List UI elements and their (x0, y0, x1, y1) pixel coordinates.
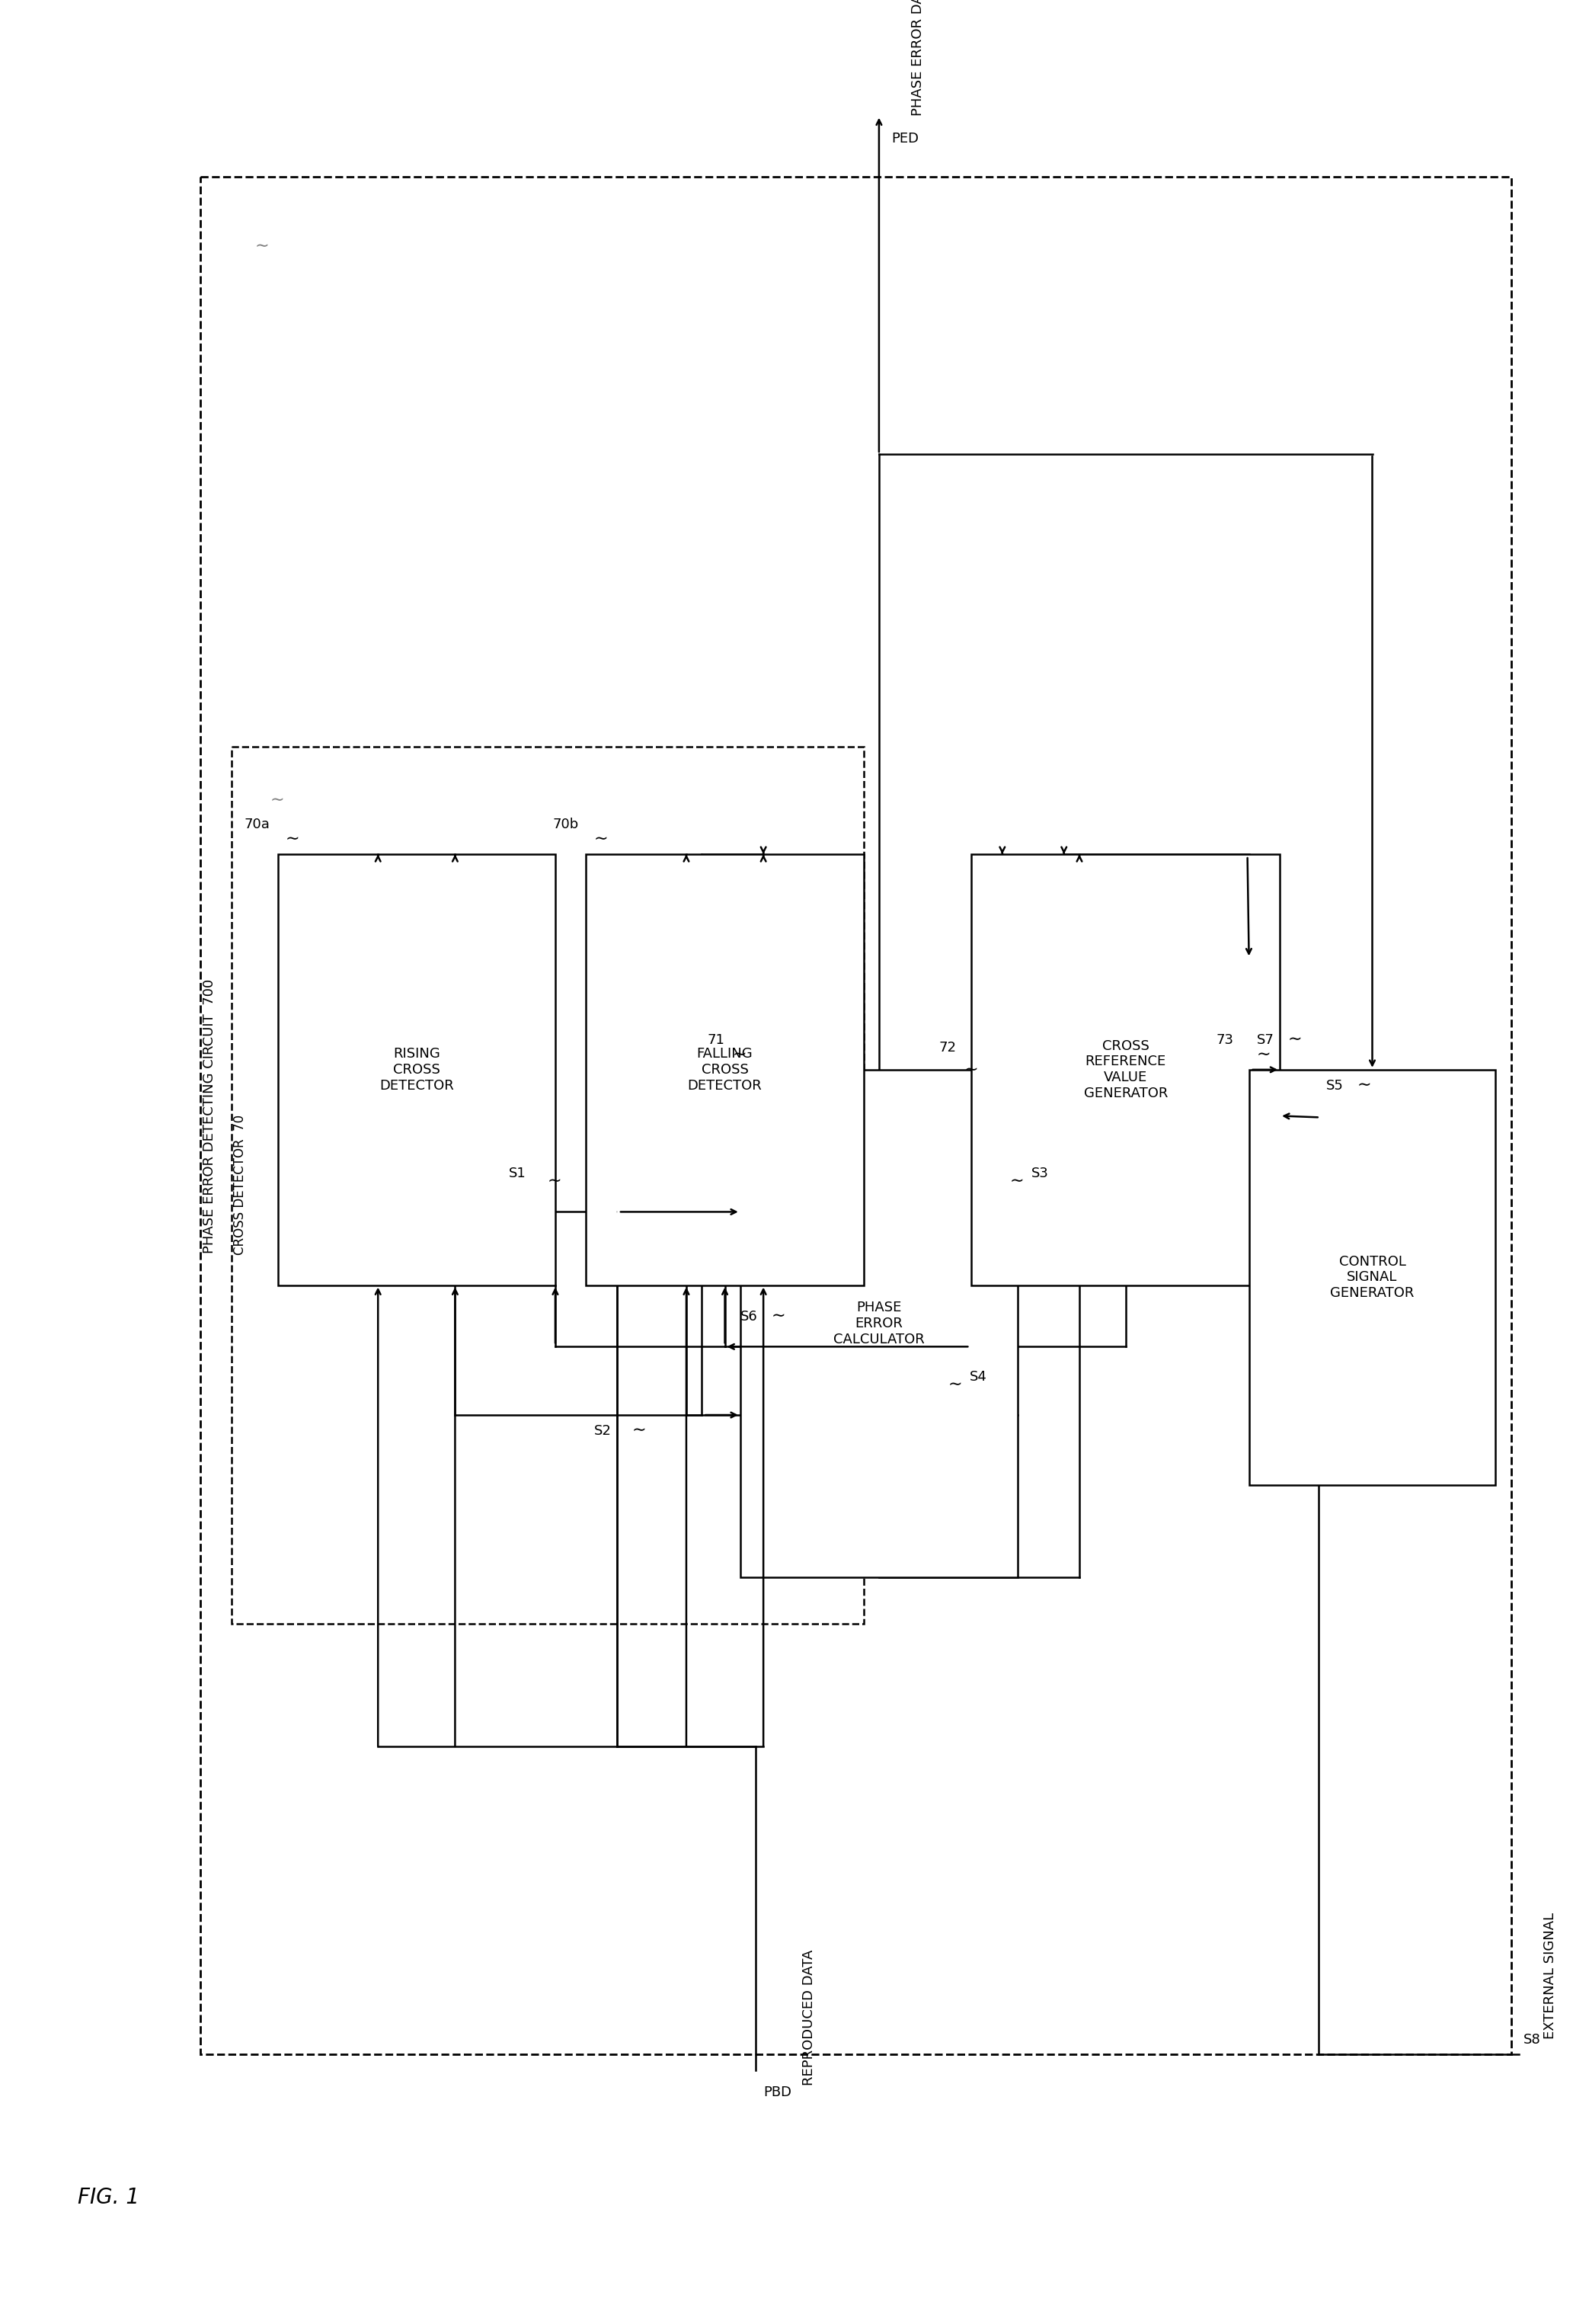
Bar (741, 1069, 1018, 1578)
Text: 71: 71 (708, 1032, 725, 1046)
Text: CROSS DETECTOR  70: CROSS DETECTOR 70 (233, 1116, 247, 1255)
Text: S4: S4 (969, 1369, 986, 1383)
Text: PBD: PBD (763, 2085, 791, 2099)
Text: ∼: ∼ (632, 1422, 647, 1439)
Text: ∼: ∼ (964, 1062, 978, 1078)
Text: ∼: ∼ (271, 792, 285, 809)
Text: ∼: ∼ (547, 1174, 562, 1188)
Text: 73: 73 (1216, 1032, 1233, 1046)
Text: S2: S2 (593, 1425, 612, 1439)
Text: ∼: ∼ (1287, 1032, 1302, 1046)
Text: ∼: ∼ (733, 1046, 747, 1062)
Text: ∼: ∼ (771, 1308, 785, 1325)
Bar (201, 177, 1512, 2054)
Text: PED: PED (892, 132, 919, 146)
Text: S5: S5 (1326, 1078, 1343, 1092)
Text: S8: S8 (1523, 2034, 1540, 2047)
Bar (278, 855, 555, 1285)
Text: ∼: ∼ (1357, 1078, 1372, 1092)
Text: S6: S6 (741, 1311, 758, 1325)
Text: 72: 72 (939, 1041, 956, 1055)
Text: ∼: ∼ (255, 239, 269, 253)
Text: PHASE ERROR DETECTING CIRCUIT  700: PHASE ERROR DETECTING CIRCUIT 700 (203, 978, 216, 1253)
Bar (587, 855, 864, 1285)
Text: ∼: ∼ (593, 832, 609, 846)
Bar (1249, 1069, 1496, 1485)
Text: RISING
CROSS
DETECTOR: RISING CROSS DETECTOR (379, 1046, 453, 1092)
Text: S3: S3 (1032, 1167, 1049, 1181)
Text: ∼: ∼ (285, 832, 300, 846)
Text: REPRODUCED DATA: REPRODUCED DATA (802, 1950, 816, 2085)
Bar (972, 855, 1280, 1285)
Text: FALLING
CROSS
DETECTOR: FALLING CROSS DETECTOR (687, 1046, 761, 1092)
Text: ∼: ∼ (949, 1376, 963, 1392)
Text: CROSS
REFERENCE
VALUE
GENERATOR: CROSS REFERENCE VALUE GENERATOR (1084, 1039, 1167, 1099)
Text: S1: S1 (510, 1167, 527, 1181)
Text: 70a: 70a (244, 818, 271, 832)
Text: ∼: ∼ (1010, 1174, 1024, 1188)
Text: ∼: ∼ (1257, 1046, 1271, 1062)
Text: EXTERNAL SIGNAL: EXTERNAL SIGNAL (1543, 1913, 1557, 2038)
Text: 70b: 70b (552, 818, 579, 832)
Bar (231, 746, 864, 1624)
Text: FIG. 1: FIG. 1 (77, 2187, 138, 2208)
Text: S7: S7 (1257, 1032, 1274, 1046)
Text: CONTROL
SIGNAL
GENERATOR: CONTROL SIGNAL GENERATOR (1331, 1255, 1414, 1299)
Text: PHASE
ERROR
CALCULATOR: PHASE ERROR CALCULATOR (834, 1301, 925, 1346)
Text: PHASE ERROR DATA: PHASE ERROR DATA (911, 0, 925, 116)
